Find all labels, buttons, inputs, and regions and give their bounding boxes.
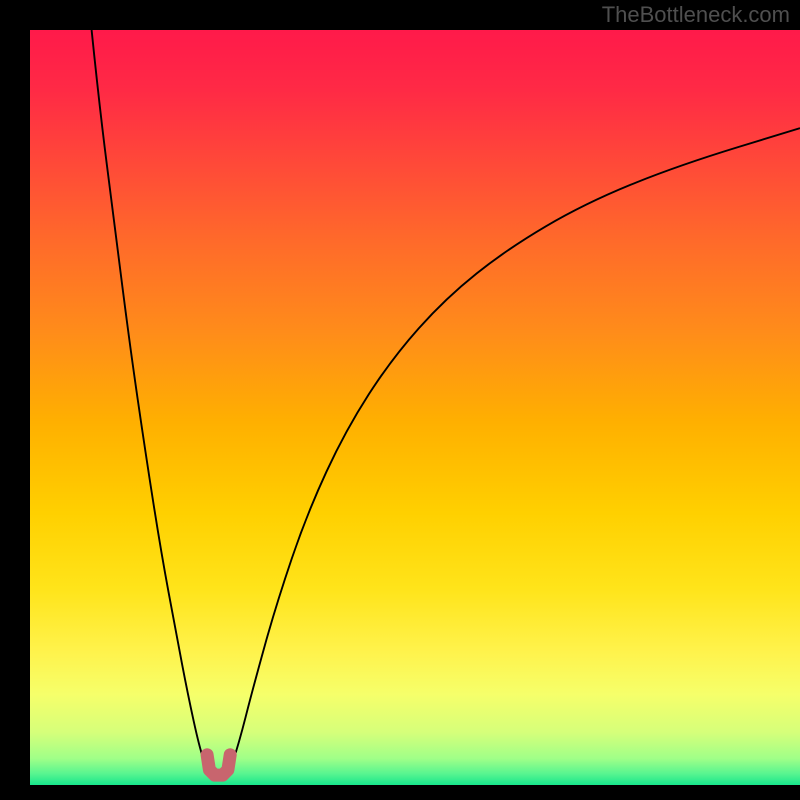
bottleneck-chart: TheBottleneck.com — [0, 0, 800, 800]
attribution-text: TheBottleneck.com — [602, 2, 790, 27]
plot-background — [30, 30, 800, 785]
